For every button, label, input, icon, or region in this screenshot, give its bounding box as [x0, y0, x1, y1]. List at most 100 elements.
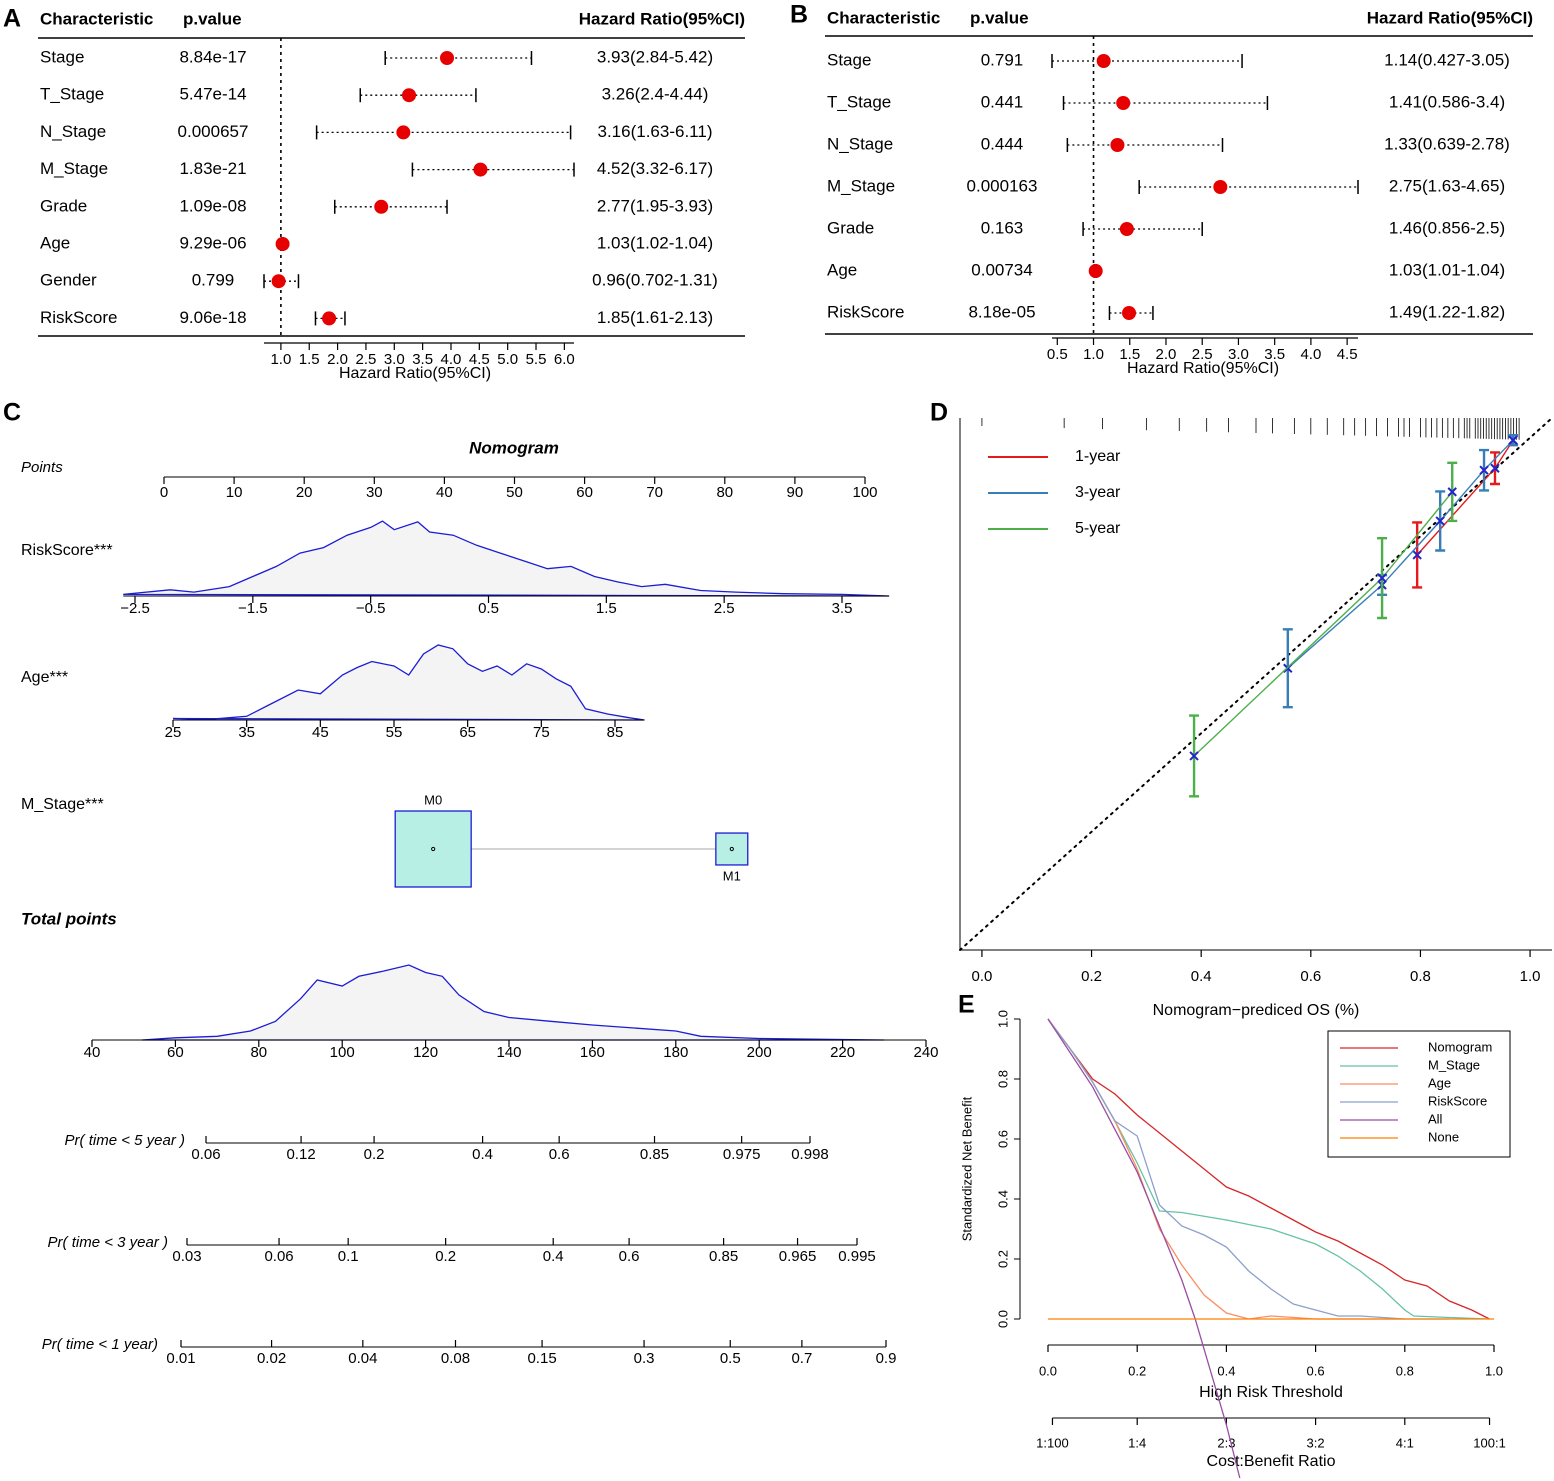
legend-label: 3-year — [1075, 484, 1121, 501]
probability-tick-label: 0.965 — [779, 1248, 817, 1265]
probability-tick-label: 0.03 — [172, 1248, 201, 1265]
variable-tick-label: 220 — [830, 1044, 855, 1061]
x-tick-label: 1.0 — [270, 351, 291, 368]
hazard-ratio-label: 3.16(1.63-6.11) — [598, 122, 713, 141]
legend-label: M_Stage — [1428, 1057, 1480, 1072]
x-tick-label: 5.5 — [526, 351, 547, 368]
row-label: RiskScore — [827, 302, 904, 321]
points-tick-label: 80 — [716, 484, 733, 501]
legend-label: None — [1428, 1129, 1459, 1144]
variable-tick-label: 160 — [580, 1044, 605, 1061]
point-estimate — [1122, 306, 1137, 320]
row-label: Age — [40, 233, 70, 252]
x-tick-label: 1.5 — [1119, 346, 1140, 363]
point-estimate — [1116, 96, 1131, 110]
points-tick-label: 100 — [852, 484, 877, 501]
x-tick-label: 4.5 — [1337, 346, 1358, 363]
variable-tick-label: 180 — [663, 1044, 688, 1061]
point-marker — [1508, 435, 1518, 445]
probability-label: Pr( time < 1 year) — [42, 1336, 158, 1353]
probability-tick-label: 0.02 — [257, 1350, 286, 1367]
legend-label: RiskScore — [1428, 1093, 1487, 1108]
hazard-ratio-label: 1.03(1.01-1.04) — [1389, 260, 1505, 279]
x-tick-label: 0.8 — [1410, 968, 1431, 985]
point-marker — [1412, 550, 1422, 560]
y-tick-label: 0.8 — [995, 1070, 1010, 1088]
y-tick-label: 0.6 — [995, 1130, 1010, 1148]
probability-tick-label: 0.15 — [527, 1350, 556, 1367]
density — [123, 520, 890, 597]
row-label: T_Stage — [827, 92, 891, 111]
hazard-ratio-label: 3.93(2.84-5.42) — [597, 47, 713, 66]
probability-tick-label: 0.12 — [286, 1146, 315, 1163]
total-points-label: Total points — [21, 909, 117, 928]
calibration-line — [1416, 439, 1514, 556]
probability-tick-label: 0.85 — [640, 1146, 669, 1163]
level-center — [729, 846, 734, 852]
variable-tick-label: −2.5 — [120, 600, 150, 617]
p-value: 0.000657 — [178, 122, 249, 141]
x2-tick-label: 100:1 — [1473, 1435, 1506, 1450]
point-estimate — [1119, 222, 1134, 236]
level-center — [431, 846, 436, 852]
points-tick-label: 90 — [787, 484, 804, 501]
probability-tick-label: 0.01 — [166, 1350, 195, 1367]
x-tick-label: 0.6 — [1300, 968, 1321, 985]
panel-label: E — [958, 991, 975, 1019]
variable-tick-label: 240 — [913, 1044, 938, 1061]
level-label: M0 — [424, 792, 442, 807]
variable-tick-label: −0.5 — [356, 600, 386, 617]
panel-label: C — [3, 399, 21, 427]
hazard-ratio-label: 2.77(1.95-3.93) — [597, 196, 713, 215]
variable-tick-label: 35 — [238, 724, 255, 741]
p-value: 8.18e-05 — [968, 302, 1035, 321]
hazard-ratio-label: 1.41(0.586-3.4) — [1389, 92, 1505, 111]
probability-tick-label: 0.06 — [264, 1248, 293, 1265]
density — [172, 644, 645, 721]
variable-tick-label: 60 — [167, 1044, 184, 1061]
variable-tick-label: 45 — [312, 724, 329, 741]
p-value: 0.000163 — [967, 176, 1038, 195]
probability-tick-label: 0.975 — [723, 1146, 761, 1163]
legend-label: Age — [1428, 1075, 1451, 1090]
p-value: 1.09e-08 — [179, 196, 246, 215]
variable-tick-label: 40 — [84, 1044, 101, 1061]
column-header: p.value — [183, 9, 242, 28]
point-estimate — [402, 88, 417, 103]
x2-axis-title: Cost:Benefit Ratio — [1207, 1453, 1336, 1470]
row-label: T_Stage — [40, 85, 104, 104]
row-label: Stage — [40, 47, 84, 66]
row-label: N_Stage — [827, 134, 893, 153]
calibration-line — [1287, 439, 1514, 669]
column-header: Hazard Ratio(95%CI) — [1367, 8, 1533, 27]
legend-label: 1-year — [1075, 448, 1121, 465]
p-value: 9.06e-18 — [179, 308, 246, 327]
legend-label: Nomogram — [1428, 1039, 1492, 1054]
points-tick-label: 20 — [296, 484, 313, 501]
x-tick-label: 0.2 — [1081, 968, 1102, 985]
row-label: Stage — [827, 50, 871, 69]
hazard-ratio-label: 4.52(3.32-6.17) — [597, 159, 713, 178]
variable-label: M_Stage*** — [21, 796, 104, 813]
column-header: Characteristic — [827, 8, 940, 27]
point-estimate — [473, 162, 488, 177]
probability-tick-label: 0.6 — [549, 1146, 570, 1163]
points-tick-label: 40 — [436, 484, 453, 501]
point-estimate — [1096, 54, 1111, 68]
points-tick-label: 30 — [366, 484, 383, 501]
probability-tick-label: 0.995 — [838, 1248, 876, 1265]
point-estimate — [1110, 138, 1125, 152]
probability-tick-label: 0.1 — [338, 1248, 359, 1265]
level-box — [715, 832, 749, 866]
variable-tick-label: 80 — [250, 1044, 267, 1061]
p-value: 0.799 — [192, 271, 235, 290]
points-label: Points — [21, 459, 63, 476]
probability-tick-label: 0.4 — [472, 1146, 493, 1163]
point-estimate — [1088, 264, 1103, 278]
hazard-ratio-label: 1.46(0.856-2.5) — [1389, 218, 1505, 237]
row-label: Grade — [827, 218, 874, 237]
point-marker — [1479, 465, 1489, 475]
y-tick-label: 0.2 — [995, 1250, 1010, 1268]
